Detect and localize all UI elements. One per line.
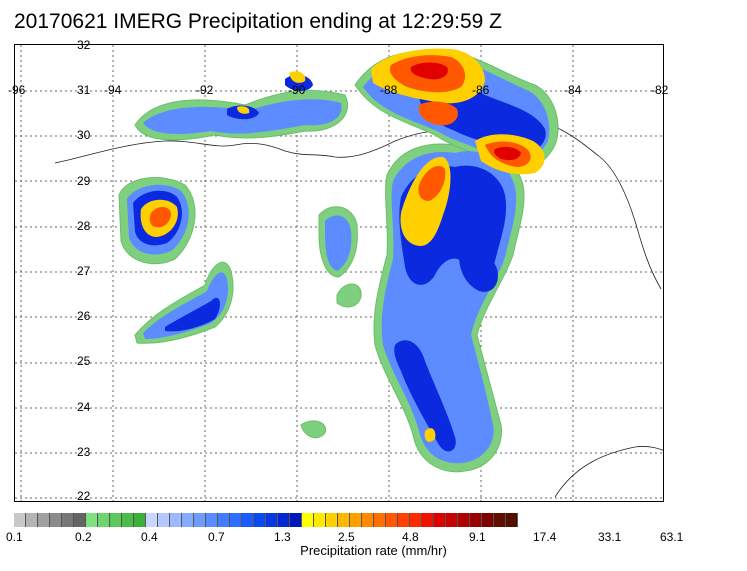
colorbar-swatch [470, 513, 482, 527]
colorbar [14, 513, 518, 527]
colorbar-swatch [398, 513, 410, 527]
lon-label: -92 [196, 83, 214, 97]
colorbar-swatch [350, 513, 362, 527]
colorbar-swatch [458, 513, 470, 527]
colorbar-tick: 4.8 [402, 530, 419, 544]
lat-label: 29 [77, 174, 91, 188]
colorbar-tick: 0.1 [6, 530, 23, 544]
colorbar-swatch [158, 513, 170, 527]
colorbar-swatch [506, 513, 518, 527]
colorbar-swatch [74, 513, 86, 527]
lat-label: 24 [77, 400, 91, 414]
colorbar-swatch [206, 513, 218, 527]
colorbar-swatch [338, 513, 350, 527]
colorbar-tick: 0.2 [75, 530, 92, 544]
colorbar-swatch [14, 513, 26, 527]
colorbar-swatch [254, 513, 266, 527]
map-canvas [15, 45, 663, 501]
coastline [54, 117, 662, 290]
lat-label: 22 [77, 489, 91, 503]
lon-label: -94 [104, 83, 122, 97]
lat-label: 23 [77, 445, 91, 459]
colorbar-swatch [314, 513, 326, 527]
colorbar-swatch [182, 513, 194, 527]
lat-label: 30 [77, 128, 91, 142]
colorbar-swatch [146, 513, 158, 527]
colorbar-swatch [494, 513, 506, 527]
colorbar-swatch [326, 513, 338, 527]
colorbar-swatch [230, 513, 242, 527]
colorbar-tick: 1.3 [274, 530, 291, 544]
colorbar-swatch [386, 513, 398, 527]
colorbar-swatch [26, 513, 38, 527]
colorbar-swatch [290, 513, 302, 527]
colorbar-swatch [98, 513, 110, 527]
colorbar-swatch [422, 513, 434, 527]
colorbar-swatch [122, 513, 134, 527]
colorbar-swatch [170, 513, 182, 527]
precipitation-map [14, 44, 664, 502]
colorbar-swatch [50, 513, 62, 527]
colorbar-tick: 0.4 [141, 530, 158, 544]
lat-label: 25 [77, 354, 91, 368]
lon-label: -84 [564, 83, 582, 97]
colorbar-swatch [482, 513, 494, 527]
colorbar-tick: 33.1 [598, 530, 622, 544]
colorbar-swatch [446, 513, 458, 527]
colorbar-label: Precipitation rate (mm/hr) [300, 543, 447, 558]
colorbar-swatch [278, 513, 290, 527]
florida-keys [554, 446, 663, 498]
colorbar-swatch [362, 513, 374, 527]
colorbar-swatch [410, 513, 422, 527]
colorbar-swatch [302, 513, 314, 527]
colorbar-tick: 17.4 [533, 530, 557, 544]
colorbar-swatch [434, 513, 446, 527]
lon-label: -90 [288, 83, 306, 97]
colorbar-swatch [242, 513, 254, 527]
colorbar-swatch [218, 513, 230, 527]
colorbar-swatch [194, 513, 206, 527]
lat-label: 32 [77, 38, 91, 52]
lon-label: -82 [651, 83, 669, 97]
colorbar-tick: 63.1 [660, 530, 684, 544]
lat-label: 26 [77, 309, 91, 323]
lon-label: -86 [472, 83, 490, 97]
lon-label: -88 [380, 83, 398, 97]
colorbar-swatch [86, 513, 98, 527]
colorbar-swatch [38, 513, 50, 527]
lon-label: -96 [8, 83, 26, 97]
colorbar-swatch [110, 513, 122, 527]
map-title: 20170621 IMERG Precipitation ending at 1… [14, 10, 502, 33]
colorbar-tick: 9.1 [469, 530, 486, 544]
precip-peak [410, 62, 521, 161]
colorbar-swatch [374, 513, 386, 527]
colorbar-tick: 0.7 [208, 530, 225, 544]
colorbar-swatch [62, 513, 74, 527]
colorbar-tick: 2.5 [338, 530, 355, 544]
colorbar-swatch [266, 513, 278, 527]
lat-label: 31 [77, 83, 91, 97]
lat-label: 27 [77, 264, 91, 278]
lat-label: 28 [77, 219, 91, 233]
colorbar-swatch [134, 513, 146, 527]
